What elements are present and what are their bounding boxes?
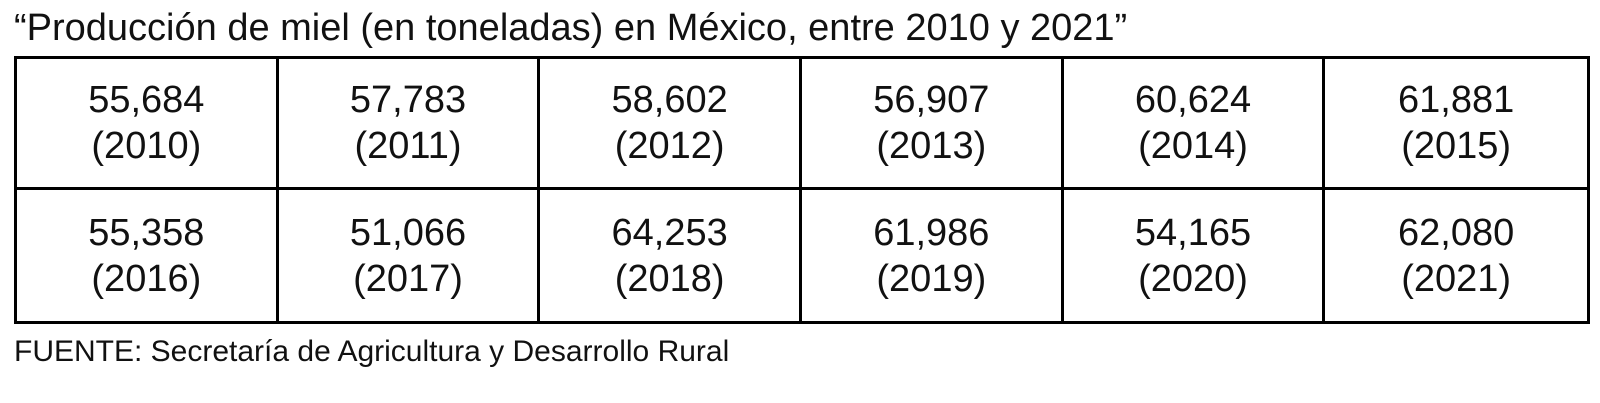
cell-year: (2010) xyxy=(91,125,202,167)
table-cell: 56,907 (2013) xyxy=(801,59,1064,190)
cell-value: 51,066 xyxy=(349,211,467,254)
source-note: FUENTE: Secretaría de Agricultura y Desa… xyxy=(14,335,730,368)
table-cell: 64,253 (2018) xyxy=(540,190,802,321)
table-cell: 54,165 (2020) xyxy=(1064,190,1326,321)
cell-value: 55,684 xyxy=(88,79,205,121)
cell-value: 62,080 xyxy=(1398,211,1515,254)
cell-year: (2021) xyxy=(1401,257,1512,300)
cell-year: (2013) xyxy=(876,125,987,167)
cell-year: (2012) xyxy=(614,125,725,167)
table-cell: 61,881 (2015) xyxy=(1325,59,1587,190)
cell-value: 55,358 xyxy=(88,211,205,254)
table-cell: 58,602 (2012) xyxy=(540,59,802,190)
table-cell: 51,066 (2017) xyxy=(279,190,541,321)
table-cell: 55,684 (2010) xyxy=(17,59,279,190)
cell-value: 57,783 xyxy=(349,79,467,121)
table-cell: 57,783 (2011) xyxy=(278,59,541,190)
cell-year: (2015) xyxy=(1401,125,1512,167)
cell-value: 56,907 xyxy=(873,79,990,121)
cell-year: (2014) xyxy=(1138,125,1248,167)
cell-value: 60,624 xyxy=(1134,79,1252,121)
cell-year: (2020) xyxy=(1138,257,1248,300)
production-table: 55,684 (2010) 57,783 (2011) 58,602 (2012) 56,9… xyxy=(14,56,1590,324)
cell-value: 61,881 xyxy=(1398,79,1515,121)
cell-year: (2017) xyxy=(353,257,463,300)
cell-year: (2018) xyxy=(614,257,725,300)
table-cell: 62,080 (2021) xyxy=(1325,190,1587,321)
cell-value: 64,253 xyxy=(611,211,728,254)
cell-year: (2011) xyxy=(354,125,462,167)
table-title: “Producción de miel (en toneladas) en Mé… xyxy=(14,7,1128,49)
table-cell: 55,358 (2016) xyxy=(17,190,279,321)
table-cell: 61,986 (2019) xyxy=(802,190,1064,321)
table-cell: 60,624 (2014) xyxy=(1063,59,1326,190)
cell-year: (2016) xyxy=(91,257,202,300)
cell-value: 61,986 xyxy=(873,211,990,254)
cell-year: (2019) xyxy=(876,257,987,300)
cell-value: 54,165 xyxy=(1134,211,1252,254)
cell-value: 58,602 xyxy=(611,79,728,121)
